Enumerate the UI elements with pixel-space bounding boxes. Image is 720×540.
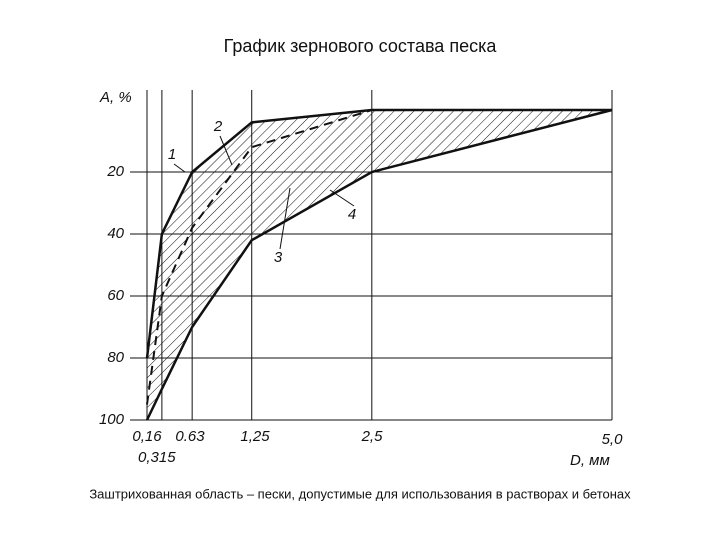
y-tick-label: 20: [106, 163, 124, 180]
x-tick-label: 0.63: [175, 428, 205, 445]
curve-label: 3: [274, 249, 283, 266]
x-tick-label: 1,25: [240, 428, 270, 445]
y-tick-label: 80: [107, 349, 124, 366]
leader-line: [219, 135, 233, 166]
curve-label: 1: [168, 146, 176, 163]
y-tick-label: 100: [99, 411, 125, 428]
chart-title: График зернового состава песка: [224, 36, 498, 56]
y-axis-label: A, %: [99, 89, 132, 106]
curve-label: 2: [213, 118, 223, 135]
curve-label: 4: [348, 206, 356, 223]
x-tick-label: 2,5: [361, 428, 384, 445]
leader-line: [279, 187, 291, 250]
caption: Заштрихованная область – пески, допустим…: [89, 486, 631, 501]
leader-line: [329, 189, 355, 207]
line-series: [146, 109, 612, 405]
leader-line: [173, 163, 186, 173]
x-tick-label: 5,0: [602, 431, 624, 448]
y-tick-label: 60: [107, 287, 124, 304]
hatch-area: [147, 110, 612, 420]
line-series: [145, 108, 613, 421]
x-axis-label: D, мм: [570, 452, 610, 469]
y-tick-label: 40: [107, 225, 124, 242]
x-tick-label: 0,315: [138, 449, 176, 466]
x-tick-label: 0,16: [132, 428, 162, 445]
